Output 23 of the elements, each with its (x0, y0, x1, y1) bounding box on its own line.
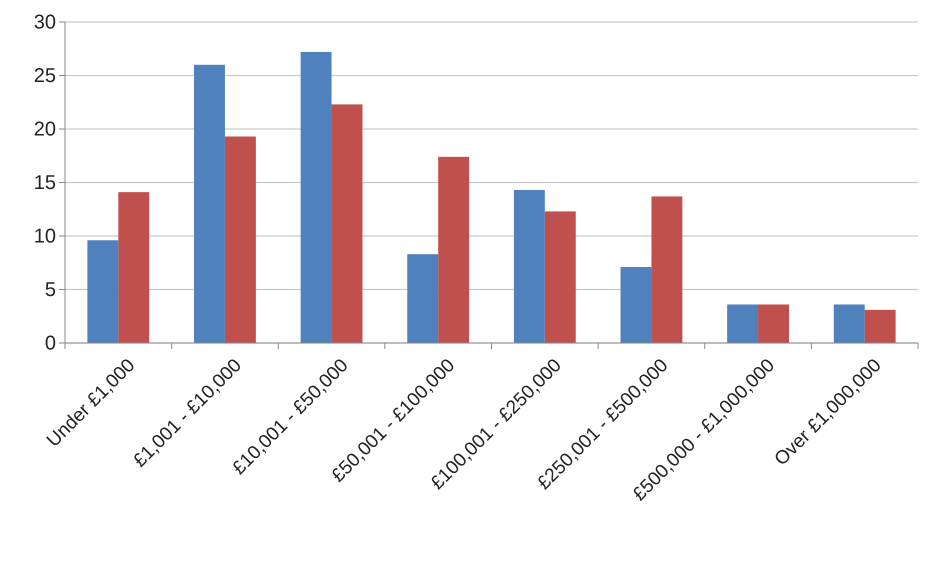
bar (758, 304, 789, 343)
bar (332, 104, 362, 343)
y-tick-label: 5 (44, 278, 56, 301)
y-tick-label: 10 (34, 225, 56, 248)
bar (620, 267, 652, 343)
bar (118, 192, 150, 343)
bar (194, 64, 225, 343)
bar (834, 304, 865, 343)
bar (407, 254, 438, 343)
bar (864, 310, 896, 343)
bar (727, 304, 758, 343)
y-tick-label: 25 (34, 64, 56, 87)
y-tick-label: 20 (34, 118, 56, 140)
bar (651, 196, 682, 343)
bar (438, 156, 470, 343)
bar (300, 52, 332, 343)
y-tick-label: 0 (44, 332, 56, 354)
y-tick-label: 30 (34, 11, 56, 34)
bar (87, 240, 118, 343)
bar (514, 190, 545, 343)
bar (544, 211, 576, 343)
y-tick-label: 15 (34, 172, 56, 194)
bar (224, 136, 256, 343)
